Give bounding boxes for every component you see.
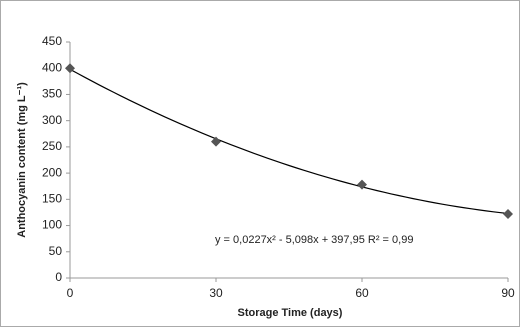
y-tick-label: 450	[42, 34, 62, 48]
y-tick-label: 300	[42, 113, 62, 127]
x-tick-label: 30	[209, 286, 223, 300]
y-axis-label: Anthocyanin content (mg L⁻¹)	[16, 82, 28, 238]
x-tick-label: 60	[355, 286, 369, 300]
y-tick-label: 50	[49, 244, 63, 258]
data-point	[211, 136, 221, 147]
trendline-equation: y = 0,0227x² - 5,098x + 397,95 R² = 0,99	[215, 234, 413, 246]
y-tick-label: 250	[42, 139, 62, 153]
x-tick-label: 0	[67, 286, 74, 300]
trendline	[69, 68, 509, 215]
data-point	[357, 179, 367, 190]
data-point	[65, 63, 75, 74]
y-tick-label: 100	[42, 218, 62, 232]
y-tick-label: 200	[42, 165, 62, 179]
y-tick-label: 350	[42, 87, 62, 101]
x-axis-label: Storage Time (days)	[238, 307, 343, 319]
data-point	[503, 209, 513, 220]
y-tick-label: 150	[42, 192, 62, 206]
y-tick-label: 400	[42, 60, 62, 74]
y-tick-label: 0	[55, 270, 62, 284]
x-tick-label: 90	[501, 286, 515, 300]
